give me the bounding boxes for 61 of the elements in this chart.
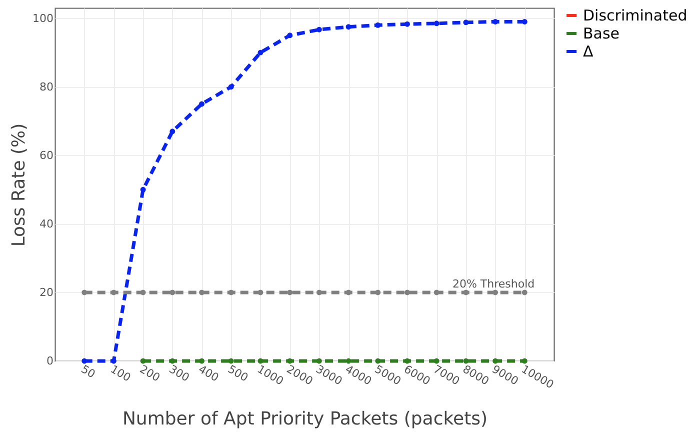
- point: [258, 290, 264, 296]
- point: [492, 358, 498, 364]
- point: [199, 101, 205, 107]
- point: [316, 26, 322, 32]
- point: [463, 358, 469, 364]
- x-tick-label: 6000: [402, 362, 432, 388]
- point: [316, 290, 322, 296]
- point: [170, 290, 176, 296]
- x-tick-label: 500: [226, 362, 250, 384]
- x-tick-label: 300: [166, 362, 192, 384]
- x-tick-label: 8000: [460, 362, 492, 388]
- legend-label: Discriminated: [583, 6, 688, 24]
- point: [404, 290, 410, 296]
- point: [170, 358, 176, 364]
- point: [375, 358, 381, 364]
- legend-label: Δ: [583, 42, 594, 60]
- x-tick-label: 9000: [490, 362, 521, 388]
- point: [258, 50, 264, 56]
- x-tick-label: 4000: [343, 362, 374, 388]
- point: [110, 358, 116, 364]
- point: [228, 358, 234, 364]
- point: [140, 186, 146, 192]
- point: [287, 358, 293, 364]
- point: [199, 358, 205, 364]
- point: [492, 290, 498, 296]
- point: [463, 20, 469, 26]
- point: [434, 290, 440, 296]
- y-tick-label: 60: [40, 148, 54, 162]
- point: [375, 22, 381, 28]
- y-axis-title: Loss Rate (%): [8, 123, 30, 247]
- point: [258, 358, 264, 364]
- point: [140, 358, 146, 364]
- x-tick-label: 200: [138, 362, 162, 384]
- y-tick-label: 0: [46, 354, 54, 368]
- point: [287, 32, 293, 38]
- point: [346, 24, 352, 30]
- annotation: 20% Threshold: [452, 277, 535, 290]
- x-tick-label: 100: [108, 362, 133, 384]
- point: [434, 20, 440, 26]
- point: [346, 290, 352, 296]
- point: [228, 84, 234, 90]
- point: [522, 290, 528, 296]
- point: [287, 290, 293, 296]
- y-tick-label: 100: [32, 12, 54, 25]
- x-axis-title: Number of Apt Priority Packets (packets): [122, 408, 488, 430]
- point: [404, 358, 410, 364]
- y-tick-label: 40: [40, 217, 54, 230]
- x-tick-label: 50: [78, 362, 98, 381]
- legend-label: Base: [583, 24, 620, 42]
- point: [375, 290, 381, 296]
- y-tick-label: 20: [40, 286, 54, 299]
- point: [140, 290, 146, 296]
- point: [522, 358, 528, 364]
- point: [82, 358, 88, 364]
- y-tick-label: 80: [40, 80, 54, 94]
- point: [170, 128, 176, 134]
- x-tick-label: 400: [196, 362, 221, 384]
- point: [316, 358, 322, 364]
- point: [463, 290, 469, 296]
- point: [346, 358, 352, 364]
- point: [434, 358, 440, 364]
